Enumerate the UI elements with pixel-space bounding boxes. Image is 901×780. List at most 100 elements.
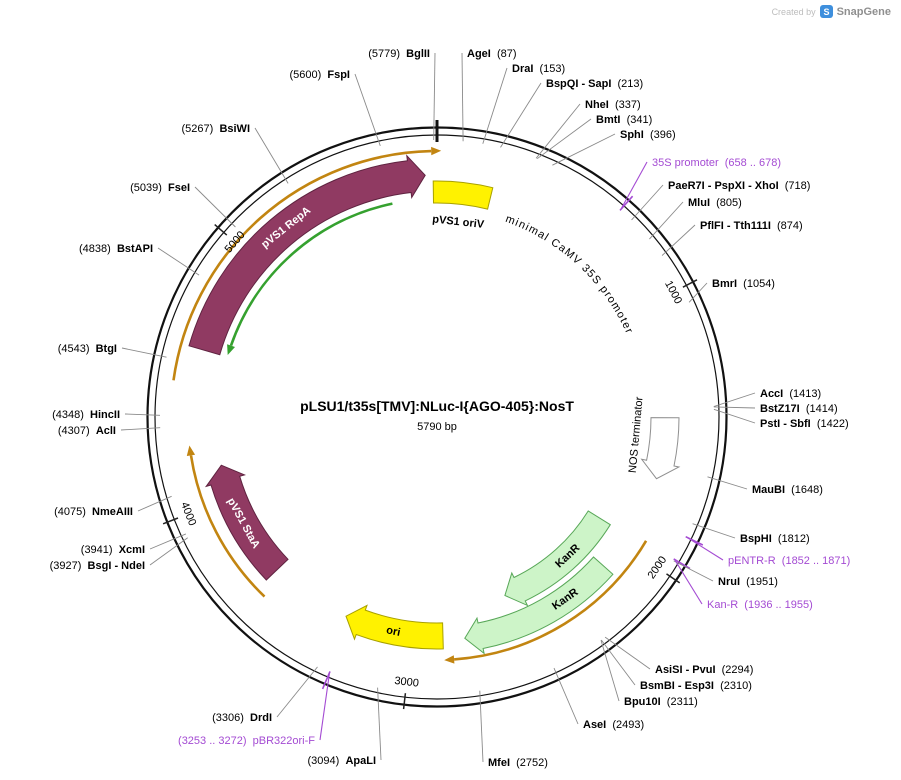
scale-label-4000: 4000 [178, 500, 198, 527]
feature-pvs1-repa[interactable] [188, 154, 426, 356]
enzyme-leader-mlui [649, 201, 684, 240]
orf-arrow-orf-gold-repa [172, 149, 432, 381]
enzyme-label-asisi-pvui[interactable]: AsiSI - PvuI (2294) [655, 664, 753, 676]
feature-label-pvs1-oriv[interactable]: pVS1 oriV [432, 213, 486, 231]
orf-arrowhead-orf-gold-staa [186, 445, 196, 456]
enzyme-label-bstapi[interactable]: (4838) BstAPI [79, 243, 153, 255]
enzyme-label-xcmi[interactable]: (3941) XcmI [81, 544, 145, 556]
enzyme-leader-bspqi-sapi [500, 82, 542, 148]
scale-tick-1000 [682, 279, 698, 288]
feature-label-camv-35s[interactable]: minimal CaMV 35S promoter [504, 213, 636, 336]
leader-lines-layer [120, 52, 756, 763]
enzyme-label-nhei[interactable]: NheI (337) [585, 99, 641, 111]
features-layer [188, 154, 681, 655]
enzyme-leader-drdi [276, 666, 318, 718]
enzyme-leader-nhei [535, 103, 581, 159]
enzyme-leader-sphi [552, 133, 616, 166]
enzyme-leader-asisi-pvui [604, 636, 651, 670]
enzyme-leader-bsgi-ndei [149, 537, 188, 566]
feature-label-nos-terminator[interactable]: NOS terminator [627, 396, 646, 474]
primer-label-pentr-r[interactable]: pENTR-R (1852 .. 1871) [728, 555, 850, 567]
feature-ori[interactable] [345, 604, 444, 650]
primer-label-pbr322ori-f[interactable]: (3253 .. 3272) pBR322ori-F [178, 735, 315, 747]
enzyme-label-bspqi-sapi[interactable]: BspQI - SapI (213) [546, 78, 643, 90]
enzyme-label-bglii[interactable]: (5779) BglII [368, 48, 430, 60]
plasmid-size: 5790 bp [417, 421, 457, 433]
scale-label-1000: 1000 [662, 279, 684, 306]
enzyme-label-agei[interactable]: AgeI (87) [467, 48, 517, 60]
enzyme-leader-acci [713, 392, 756, 408]
scale-tick-4000 [162, 517, 179, 525]
enzyme-label-nmeaiii[interactable]: (4075) NmeAIII [54, 506, 133, 518]
primer-leader-kan-r [674, 559, 703, 605]
enzyme-label-bmti[interactable]: BmtI (341) [596, 114, 652, 126]
enzyme-leader-fsei [194, 186, 236, 228]
enzyme-label-acli[interactable]: (4307) AclI [58, 425, 116, 437]
enzyme-label-asei[interactable]: AseI (2493) [583, 719, 644, 731]
enzyme-label-bsiwi[interactable]: (5267) BsiWI [182, 123, 250, 135]
enzyme-label-bsmbi-esp3i[interactable]: BsmBI - Esp3I (2310) [640, 680, 752, 692]
enzyme-leader-apali [377, 687, 382, 761]
svg-text:S: S [823, 7, 829, 17]
feature-pvs1-oriv[interactable] [432, 180, 494, 210]
feature-pvs1-staa[interactable] [204, 464, 289, 581]
enzyme-leader-nrui [673, 560, 714, 582]
enzyme-leader-asei [553, 667, 579, 725]
orf-arrow-orf-green-repa [229, 202, 393, 347]
feature-kanr-2[interactable] [464, 556, 614, 655]
enzyme-leader-bstz17i [713, 406, 756, 409]
enzyme-label-bmri[interactable]: BmrI (1054) [712, 278, 775, 290]
enzyme-leader-psti-sbfi [713, 408, 756, 424]
enzyme-leader-bpu10i [600, 640, 620, 702]
enzyme-label-mfei[interactable]: MfeI (2752) [488, 757, 548, 769]
enzyme-label-fsei[interactable]: (5039) FseI [130, 182, 190, 194]
orf-arrowhead-orf-gold-kanr [444, 655, 455, 664]
scale-tick-2000 [666, 573, 681, 584]
enzyme-leader-bmri [688, 282, 708, 303]
enzyme-leader-mfei [479, 690, 484, 763]
enzyme-label-bstz17i[interactable]: BstZ17I (1414) [760, 403, 838, 415]
enzyme-leader-bmti [536, 118, 592, 160]
scale-tick-3000 [402, 693, 407, 710]
enzyme-label-mlui[interactable]: MluI (805) [688, 197, 742, 209]
primer-label-35s-promoter[interactable]: 35S promoter (658 .. 678) [652, 157, 781, 169]
watermark: Created by S SnapGene [772, 5, 891, 18]
orf-arrowhead-orf-gold-repa [431, 146, 442, 156]
enzyme-label-pflfi[interactable]: PflFI - Tth111I (874) [700, 220, 803, 232]
orf-arrow-orf-gold-kanr [454, 540, 648, 661]
primer-label-kan-r[interactable]: Kan-R (1936 .. 1955) [707, 599, 813, 611]
enzyme-leader-bstapi [157, 247, 200, 276]
enzyme-label-maubi[interactable]: MauBI (1648) [752, 484, 823, 496]
enzyme-label-apali[interactable]: (3094) ApaLI [308, 755, 376, 767]
enzyme-leader-fspi [354, 73, 381, 147]
watermark-created-by: Created by [771, 6, 816, 17]
primer-leader-pentr-r [686, 536, 724, 561]
enzyme-label-psti-sbfi[interactable]: PstI - SbfI (1422) [760, 418, 849, 430]
feature-kanr-1[interactable] [504, 510, 611, 607]
feature-nos-terminator[interactable] [640, 417, 681, 480]
enzyme-label-paer7i[interactable]: PaeR7I - PspXI - XhoI (718) [668, 180, 810, 192]
plasmid-title: pLSU1/t35s[TMV]:NLuc-I{AGO-405}:NosT [300, 398, 574, 414]
enzyme-label-bsphi[interactable]: BspHI (1812) [740, 533, 810, 545]
snapgene-logo-icon: S [819, 5, 833, 18]
enzyme-label-nrui[interactable]: NruI (1951) [718, 576, 778, 588]
enzyme-leader-drai [482, 67, 508, 144]
enzyme-label-bpu10i[interactable]: Bpu10I (2311) [624, 696, 698, 708]
enzyme-label-sphi[interactable]: SphI (396) [620, 129, 676, 141]
enzyme-leader-btgi [121, 347, 167, 358]
feature-label-ori[interactable]: ori [385, 624, 401, 639]
enzyme-label-fspi[interactable]: (5600) FspI [289, 69, 350, 81]
enzyme-label-bsgi-ndei[interactable]: (3927) BsgI - NdeI [50, 560, 145, 572]
enzyme-leader-bsmbi-esp3i [600, 639, 636, 686]
enzyme-label-drdi[interactable]: (3306) DrdI [212, 712, 272, 724]
enzyme-label-hincii[interactable]: (4348) HincII [52, 409, 120, 421]
enzyme-leader-xcmi [149, 533, 187, 550]
enzyme-label-acci[interactable]: AccI (1413) [760, 388, 821, 400]
enzyme-leader-paer7i [631, 184, 664, 221]
orf-arrowhead-orf-green-repa [227, 344, 235, 355]
enzyme-label-drai[interactable]: DraI (153) [512, 63, 565, 75]
enzyme-leader-hincii [124, 413, 161, 416]
scale-label-2000: 2000 [646, 554, 670, 581]
enzyme-label-btgi[interactable]: (4543) BtgI [58, 343, 117, 355]
